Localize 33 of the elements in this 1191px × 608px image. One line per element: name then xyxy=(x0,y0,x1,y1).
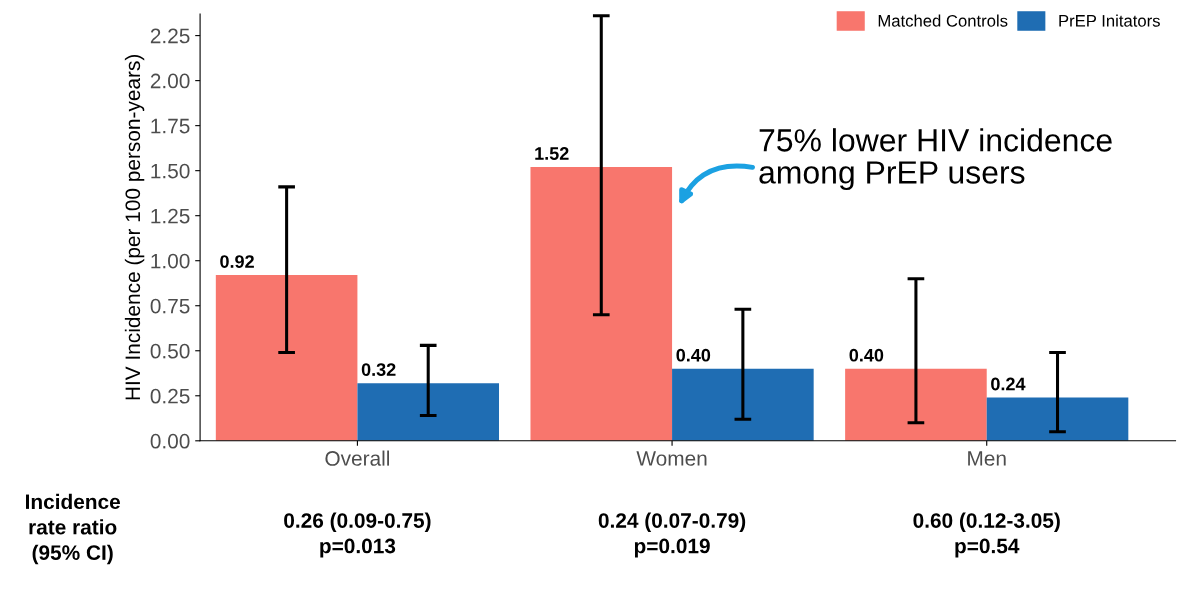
data-label: 0.92 xyxy=(220,255,254,268)
text: 0.24 (0.07-0.79) p=0.019 xyxy=(598,512,746,558)
data-label: 0.40 xyxy=(676,348,711,362)
y-tick-label: 0.00 xyxy=(150,433,190,449)
data-label: 0.40 xyxy=(849,348,884,362)
x-tick-label: Men xyxy=(968,451,1006,466)
y-tick-label: 0.75 xyxy=(150,298,190,314)
y-tick-label: 1.75 xyxy=(151,118,190,134)
y-tick-label: 0.25 xyxy=(150,388,190,404)
y-tick-label: 1.00 xyxy=(151,253,190,269)
data-label: 1.52 xyxy=(535,147,569,160)
x-tick-label: Overall xyxy=(325,450,390,466)
y-tick-label: 1.50 xyxy=(151,163,190,179)
y-tick-label: 0.50 xyxy=(150,343,190,359)
bar xyxy=(215,275,358,441)
bar xyxy=(357,383,500,441)
x-tick-label: Women xyxy=(636,451,707,466)
annotation: 75% lower HIV incidence among PrEP users xyxy=(759,128,1112,191)
y-tick-label: 2.00 xyxy=(150,73,190,89)
bar xyxy=(672,368,814,441)
text: 0.26 (0.09-0.75) p=0.013 xyxy=(284,512,431,558)
text: 0.60 (0.12-3.05) p=0.54 xyxy=(913,512,1060,558)
bar xyxy=(986,397,1129,441)
y-tick-label: 2.25 xyxy=(150,28,190,44)
text: Incidence rate ratio (95% CI) xyxy=(26,493,120,565)
legend-label: PrEP Initators xyxy=(1059,14,1160,27)
y-axis-title: HIV Incidence (per 100 person-years) xyxy=(124,54,145,400)
data-label: 0.32 xyxy=(361,363,396,377)
y-tick-label: 1.25 xyxy=(151,208,190,224)
data-label: 0.24 xyxy=(991,377,1026,391)
bar xyxy=(530,167,673,441)
legend-label: Matched Controls xyxy=(878,14,1008,27)
bar xyxy=(845,368,987,441)
